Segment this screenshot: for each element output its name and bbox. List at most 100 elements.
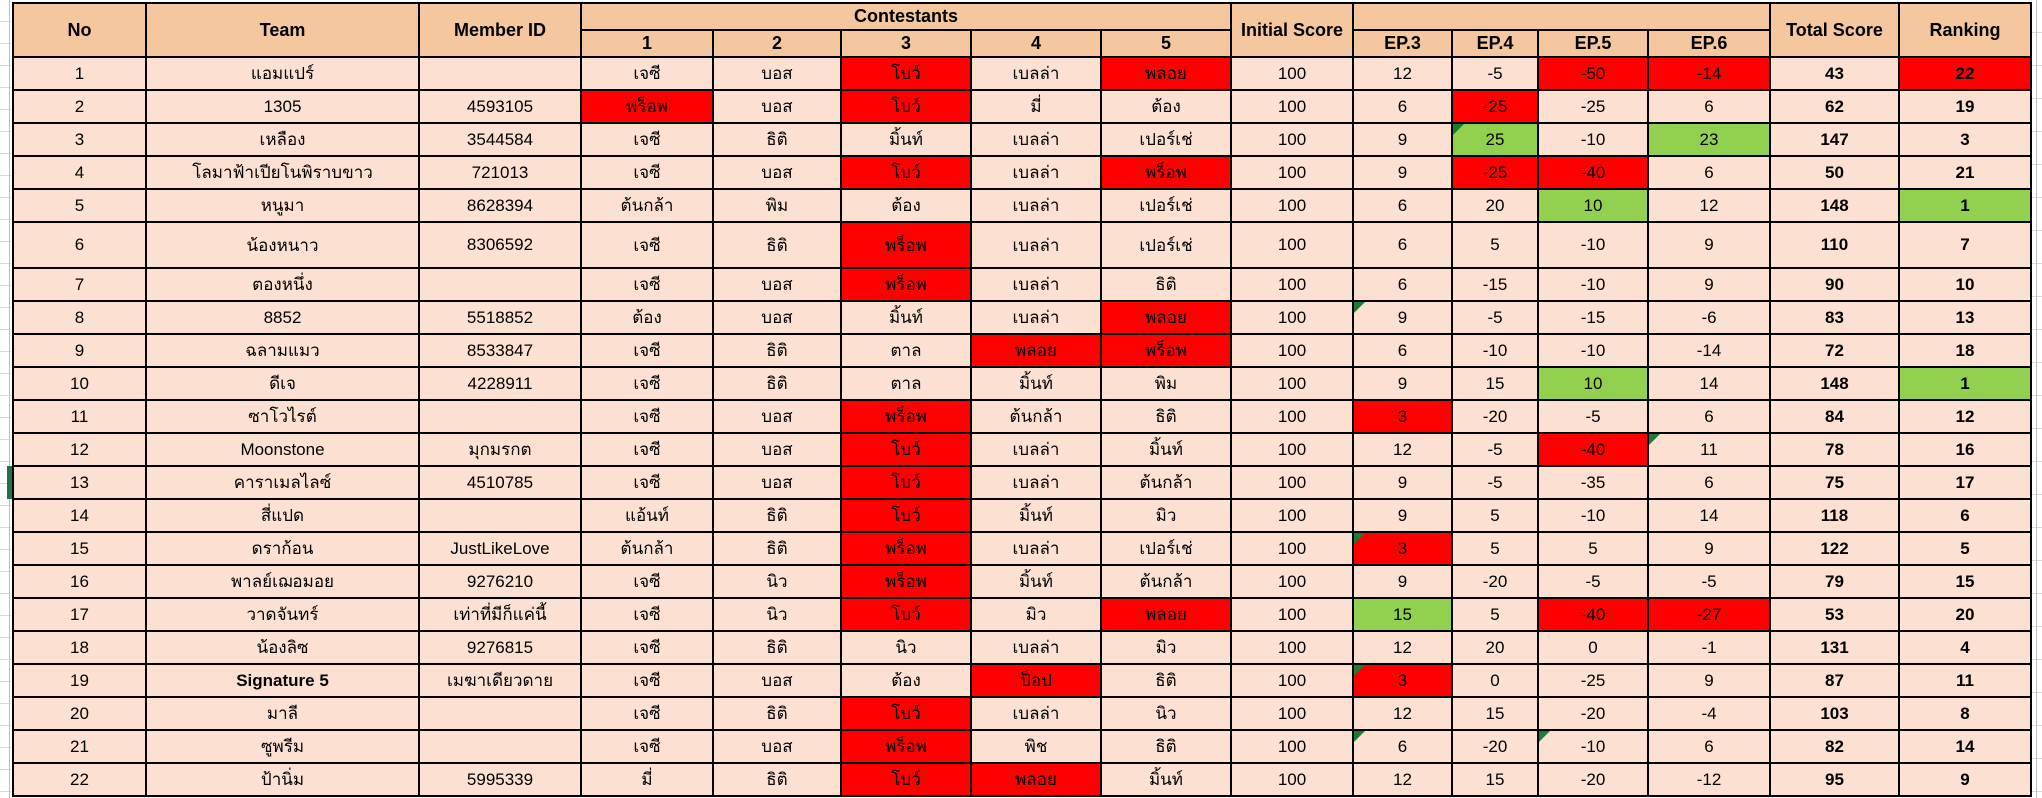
cell-contestant[interactable]: เบลล่า <box>970 465 1102 500</box>
cell-ep-score[interactable]: 12 <box>1352 762 1453 797</box>
cell-team[interactable]: สี่แปด <box>145 498 420 533</box>
cell-contestant[interactable]: มิ้นท์ <box>840 300 972 335</box>
cell-ep-score[interactable]: 15 <box>1451 696 1539 731</box>
cell-total-score[interactable]: 148 <box>1769 188 1900 223</box>
cell-contestant[interactable]: ป็อป <box>970 663 1102 698</box>
cell-initial-score[interactable]: 100 <box>1230 300 1354 335</box>
cell-contestant[interactable]: เบลล่า <box>970 630 1102 665</box>
cell-contestant[interactable]: เจซี <box>580 465 714 500</box>
cell-contestant[interactable]: พลอย <box>970 333 1102 368</box>
cell-contestant[interactable]: เบลล่า <box>970 696 1102 731</box>
cell-contestant[interactable]: เบลล่า <box>970 300 1102 335</box>
cell-contestant[interactable]: มิ้นท์ <box>970 366 1102 401</box>
cell-member-id[interactable] <box>418 267 582 302</box>
header-ep4[interactable]: EP.4 <box>1451 29 1539 58</box>
cell-ranking[interactable]: 3 <box>1898 122 2032 157</box>
cell-ranking[interactable]: 12 <box>1898 399 2032 434</box>
cell-ep-score[interactable]: 5 <box>1451 498 1539 533</box>
cell-team[interactable]: ซาโวไรต์ <box>145 399 420 434</box>
cell-member-id[interactable]: 3544584 <box>418 122 582 157</box>
cell-ep-score[interactable]: 5 <box>1537 531 1649 566</box>
cell-ep-score[interactable]: -35 <box>1537 465 1649 500</box>
cell-total-score[interactable]: 84 <box>1769 399 1900 434</box>
cell-ep-score[interactable]: 15 <box>1352 597 1453 632</box>
cell-ep-score[interactable]: -20 <box>1537 696 1649 731</box>
cell-team[interactable]: ดีเจ <box>145 366 420 401</box>
cell-ep-score[interactable]: -5 <box>1451 300 1539 335</box>
cell-total-score[interactable]: 79 <box>1769 564 1900 599</box>
cell-no[interactable]: 11 <box>12 399 147 434</box>
cell-contestant[interactable]: เจซี <box>580 122 714 157</box>
cell-total-score[interactable]: 122 <box>1769 531 1900 566</box>
cell-ep-score[interactable]: 9 <box>1647 531 1771 566</box>
cell-ranking[interactable]: 8 <box>1898 696 2032 731</box>
header-contestant-1[interactable]: 1 <box>580 29 714 58</box>
cell-contestant[interactable]: พลอย <box>1100 300 1232 335</box>
cell-no[interactable]: 14 <box>12 498 147 533</box>
cell-contestant[interactable]: เบลล่า <box>970 432 1102 467</box>
cell-contestant[interactable]: โบว์ <box>840 155 972 190</box>
cell-initial-score[interactable]: 100 <box>1230 729 1354 764</box>
cell-ep-score[interactable]: 9 <box>1352 564 1453 599</box>
cell-contestant[interactable]: เจซี <box>580 564 714 599</box>
header-no[interactable]: No <box>12 2 147 58</box>
cell-team[interactable]: ฉลามแมว <box>145 333 420 368</box>
cell-ranking[interactable]: 4 <box>1898 630 2032 665</box>
cell-member-id[interactable]: 5518852 <box>418 300 582 335</box>
cell-total-score[interactable]: 87 <box>1769 663 1900 698</box>
cell-team[interactable]: Moonstone <box>145 432 420 467</box>
cell-initial-score[interactable]: 100 <box>1230 498 1354 533</box>
cell-no[interactable]: 20 <box>12 696 147 731</box>
cell-total-score[interactable]: 43 <box>1769 56 1900 91</box>
cell-initial-score[interactable]: 100 <box>1230 122 1354 157</box>
cell-member-id[interactable]: มุกมรกต <box>418 432 582 467</box>
cell-contestant[interactable]: เจซี <box>580 267 714 302</box>
cell-ep-score[interactable]: 3 <box>1352 663 1453 698</box>
cell-ranking[interactable]: 9 <box>1898 762 2032 797</box>
cell-no[interactable]: 10 <box>12 366 147 401</box>
cell-contestant[interactable]: เบลล่า <box>970 221 1102 269</box>
header-member-id[interactable]: Member ID <box>418 2 582 58</box>
cell-ep-score[interactable]: -20 <box>1451 729 1539 764</box>
cell-no[interactable]: 21 <box>12 729 147 764</box>
cell-total-score[interactable]: 118 <box>1769 498 1900 533</box>
cell-contestant[interactable]: เจซี <box>580 366 714 401</box>
cell-contestant[interactable]: บอส <box>712 729 842 764</box>
cell-ep-score[interactable]: -12 <box>1647 762 1771 797</box>
cell-contestant[interactable]: ธิติ <box>1100 729 1232 764</box>
cell-ranking[interactable]: 20 <box>1898 597 2032 632</box>
header-ep-group-blank[interactable] <box>1352 2 1771 31</box>
cell-contestant[interactable]: เจซี <box>580 155 714 190</box>
cell-team[interactable]: 8852 <box>145 300 420 335</box>
cell-no[interactable]: 4 <box>12 155 147 190</box>
cell-contestant[interactable]: ธิติ <box>1100 663 1232 698</box>
cell-member-id[interactable]: 4228911 <box>418 366 582 401</box>
cell-team[interactable]: แอมแปร์ <box>145 56 420 91</box>
cell-ranking[interactable]: 11 <box>1898 663 2032 698</box>
cell-contestant[interactable]: เปอร์เช่ <box>1100 122 1232 157</box>
cell-ep-score[interactable]: 12 <box>1647 188 1771 223</box>
cell-member-id[interactable] <box>418 729 582 764</box>
cell-ep-score[interactable]: 20 <box>1451 188 1539 223</box>
cell-ep-score[interactable]: 0 <box>1451 663 1539 698</box>
cell-no[interactable]: 5 <box>12 188 147 223</box>
cell-ep-score[interactable]: 14 <box>1647 498 1771 533</box>
cell-contestant[interactable]: ธิติ <box>712 762 842 797</box>
cell-contestant[interactable]: เจซี <box>580 597 714 632</box>
cell-ep-score[interactable]: 20 <box>1451 630 1539 665</box>
cell-ep-score[interactable]: -1 <box>1647 630 1771 665</box>
header-ep3[interactable]: EP.3 <box>1352 29 1453 58</box>
header-contestant-4[interactable]: 4 <box>970 29 1102 58</box>
cell-initial-score[interactable]: 100 <box>1230 696 1354 731</box>
cell-ep-score[interactable]: -6 <box>1647 300 1771 335</box>
cell-ep-score[interactable]: -10 <box>1537 221 1649 269</box>
cell-team[interactable]: โลมาฟ้าเปียโนพิราบขาว <box>145 155 420 190</box>
cell-ep-score[interactable]: -10 <box>1451 333 1539 368</box>
cell-contestant[interactable]: นิว <box>712 564 842 599</box>
cell-contestant[interactable]: มิว <box>1100 498 1232 533</box>
cell-ep-score[interactable]: -15 <box>1537 300 1649 335</box>
cell-initial-score[interactable]: 100 <box>1230 267 1354 302</box>
cell-contestant[interactable]: ธิติ <box>1100 267 1232 302</box>
cell-contestant[interactable]: พลอย <box>1100 56 1232 91</box>
cell-contestant[interactable]: โบว์ <box>840 696 972 731</box>
